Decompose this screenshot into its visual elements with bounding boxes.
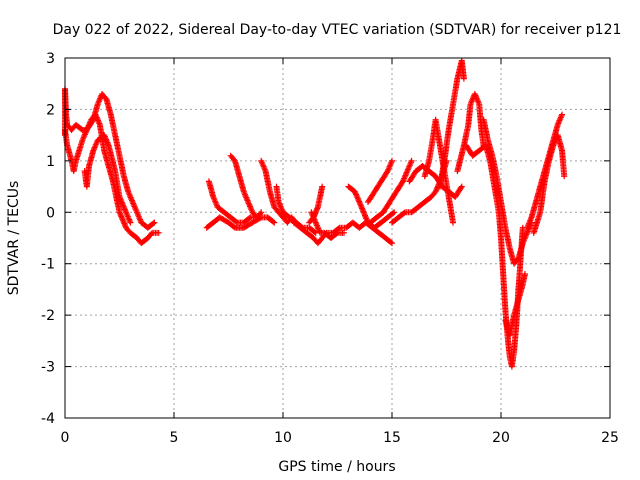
data-point [390, 210, 397, 217]
data-point [148, 231, 155, 238]
data-point [341, 229, 347, 236]
y-axis-label: SDTVAR / TECUs [6, 181, 22, 296]
data-point [306, 219, 313, 226]
data-point [257, 215, 263, 222]
data-point [561, 173, 568, 180]
data-point [401, 210, 407, 217]
x-tick-label: 10 [274, 430, 292, 446]
y-tick-label: -1 [41, 257, 55, 273]
y-tick-label: -4 [41, 411, 55, 427]
x-tick-label: 0 [61, 430, 70, 446]
data-point [387, 239, 394, 246]
data-point [155, 229, 162, 236]
data-point [252, 213, 259, 220]
data-point [233, 218, 240, 225]
data-point [559, 111, 565, 118]
axis-ticks [64, 57, 611, 419]
chart-title: Day 022 of 2022, Sidereal Day-to-day VTE… [53, 22, 622, 38]
data-point [391, 209, 398, 216]
x-axis-label: GPS time / hours [278, 459, 395, 475]
y-tick-label: 2 [46, 102, 55, 118]
data-point [253, 214, 260, 221]
plot-frame [64, 57, 611, 419]
data-point [408, 157, 415, 164]
data-point [127, 219, 134, 226]
data-point [389, 157, 395, 164]
y-tick-label: 0 [46, 205, 55, 221]
y-tick-label: -2 [41, 308, 55, 324]
data-point [270, 218, 277, 225]
data-point [457, 184, 464, 191]
data-point [389, 240, 395, 247]
x-tick-label: 20 [492, 430, 510, 446]
x-tick-label: 25 [601, 430, 619, 446]
gridlines [65, 58, 610, 418]
x-tick-label: 15 [383, 430, 401, 446]
series-sdtvar [62, 57, 568, 370]
y-tick-label: 1 [46, 154, 55, 170]
data-point [89, 118, 96, 124]
data-point [271, 219, 278, 226]
data-point [151, 219, 158, 226]
data-point [333, 230, 340, 237]
data-point [258, 209, 265, 216]
x-tick-label: 5 [170, 430, 179, 446]
data-point [150, 220, 157, 227]
x-tick-labels: 0 5 10 15 20 25 [61, 430, 619, 446]
y-tick-label: 3 [46, 51, 55, 67]
data-point [458, 183, 465, 190]
data-point [450, 219, 456, 226]
y-tick-label: -3 [41, 360, 55, 376]
data-point [460, 75, 467, 82]
y-tick-labels: -4 -3 -2 -1 0 1 2 3 [41, 51, 55, 427]
data-points [62, 57, 568, 370]
data-point [522, 271, 528, 277]
data-point [246, 215, 253, 222]
